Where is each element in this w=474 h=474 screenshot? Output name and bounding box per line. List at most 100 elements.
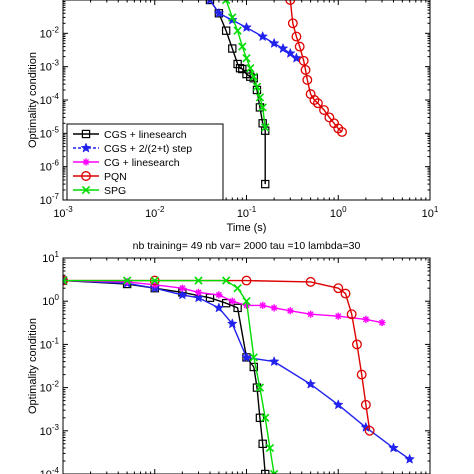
data-point [241,351,252,362]
data-point [226,318,238,329]
legend: CGS + linesearch CGS + 2/(2+t) step CG + l… [66,123,224,201]
data-point [258,439,267,449]
data-point [233,284,242,293]
data-point [284,47,296,58]
data-point [249,72,258,81]
legend-marker [81,185,91,195]
data-point [286,307,294,315]
legend-label: SPG [104,185,126,197]
series-line-0 [63,279,266,474]
data-point [213,7,225,18]
data-point [123,278,131,286]
legend-label: CGS + linesearch [104,129,187,141]
data-point [287,18,298,29]
y-tick-label: 10-1 [40,336,60,351]
data-point [255,413,265,422]
data-point [242,53,251,63]
data-point [337,127,347,137]
data-point [360,399,371,410]
data-point [241,21,252,33]
data-point [319,105,329,115]
data-point [285,0,296,5]
data-point [294,41,305,52]
data-point [242,297,251,306]
data-point [388,442,399,453]
data-point [258,103,267,112]
data-point [221,0,231,5]
data-point [176,289,188,300]
y-tick-label: 10-3 [40,59,60,74]
top-plot: 10-7 10-6 10-5 10-4 10-3 10-2 10-3 10-2 10-1 100 1… [27,0,439,234]
axes-frame [62,0,431,201]
y-axis-label: Optimality condition [27,52,39,148]
data-point [205,0,215,5]
data-point [291,31,302,42]
data-point [340,288,351,299]
data-point [356,369,367,380]
data-point [302,74,313,85]
legend-marker [82,158,90,166]
data-point [238,42,247,51]
data-point [404,453,416,464]
data-point [261,179,270,189]
y-tick-label: 10-3 [40,423,60,438]
data-point [246,64,255,73]
x-tick-label: 10-3 [53,205,73,220]
data-point [362,315,370,323]
data-point [291,52,302,63]
y-tick-label: 10-7 [40,192,60,207]
series-line-1 [63,279,410,460]
legend-label: CGS + 2/(2+t) step [104,143,192,155]
y-tick-label: 100 [42,293,59,308]
data-point [226,14,238,25]
data-point [235,63,245,73]
y-tick-label: 10-2 [40,380,60,395]
legend-marker [81,129,91,139]
chart-title: nb training= 49 nb var= 2000 tau =10 lam… [133,240,361,252]
data-point [305,378,317,389]
legend-marker [81,171,91,181]
data-point [268,355,280,367]
x-tick-label: 10-2 [145,205,165,220]
data-point [221,26,231,35]
series-line-4 [63,279,275,474]
data-point [206,0,214,5]
y-tick-label: 10-6 [40,159,60,174]
x-tick-label: 100 [330,205,347,220]
data-point [249,74,258,83]
data-point [122,276,132,285]
data-point [215,291,223,299]
data-point [305,276,316,287]
data-point [309,95,320,105]
data-point [194,276,203,285]
y-tick-label: 10-4 [40,466,60,474]
data-point [334,312,342,320]
y-tick-label: 10-2 [40,25,60,40]
data-point [298,55,309,66]
data-point [277,42,289,54]
data-point [307,310,315,318]
bottom-plot: 10-4 10-3 10-2 10-1 100 101 Optimality conditi… [27,240,431,474]
data-point [300,64,311,75]
data-point [249,362,258,372]
data-point [269,469,279,474]
x-tick-label: 101 [422,205,439,220]
data-point [221,276,231,285]
data-point [270,304,278,312]
y-tick-label: 10-5 [40,125,60,140]
data-point [178,284,186,292]
data-point [268,37,280,48]
data-point [63,276,68,285]
y-axis-label: Optimality condition [27,318,39,414]
data-point [193,292,204,303]
data-point [332,399,344,410]
data-point [228,297,236,305]
data-point [352,339,362,350]
data-point [255,383,265,392]
axes-frame [62,257,431,474]
x-tick-label: 10-1 [237,205,257,220]
data-point [364,425,375,436]
data-point [261,123,270,132]
data-point [259,301,267,309]
